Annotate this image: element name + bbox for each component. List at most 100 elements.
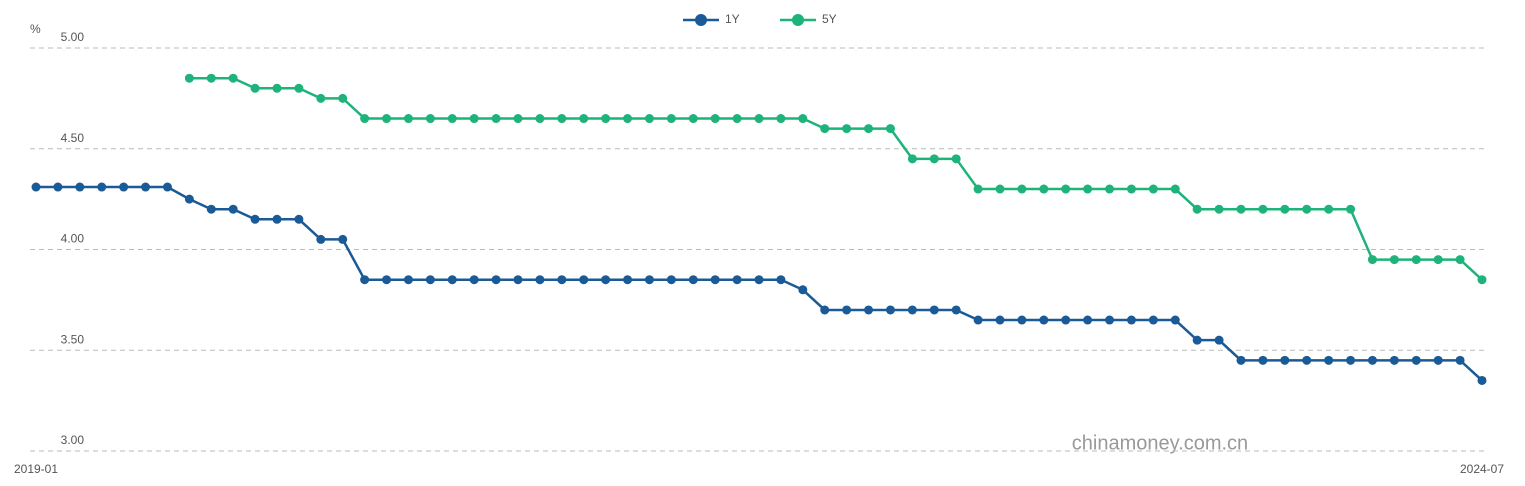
data-point [1389,255,1399,265]
data-point [184,194,194,204]
data-point [360,275,370,285]
data-point [1389,355,1399,365]
y-tick-label: 4.50 [61,131,85,145]
data-point [1324,355,1334,365]
data-point [623,275,633,285]
data-point [798,285,808,295]
data-point [1126,184,1136,194]
legend-label: 1Y [725,12,740,26]
data-point [535,114,545,124]
y-tick-label: 4.00 [61,232,85,246]
data-point [1433,255,1443,265]
data-point [864,124,874,134]
data-point [382,114,392,124]
data-point [951,305,961,315]
data-point [1280,204,1290,214]
data-point [469,275,479,285]
data-point [1367,255,1377,265]
data-point [425,114,435,124]
data-point [1061,315,1071,325]
data-point [973,315,983,325]
data-point [710,275,720,285]
data-point [491,114,501,124]
data-point [1017,315,1027,325]
data-point [53,182,63,192]
data-point [535,275,545,285]
data-point [403,114,413,124]
data-point [1236,355,1246,365]
data-point [1258,204,1268,214]
data-point [316,234,326,244]
data-point [929,305,939,315]
legend-marker [695,14,707,26]
data-point [710,114,720,124]
data-point [228,204,238,214]
data-point [579,275,589,285]
data-point [294,83,304,93]
data-point [1170,184,1180,194]
data-point [272,83,282,93]
data-point [250,214,260,224]
data-point [688,275,698,285]
data-point [601,275,611,285]
data-point [1083,315,1093,325]
data-point [688,114,698,124]
data-point [1411,355,1421,365]
y-tick-label: 5.00 [61,30,85,44]
data-point [1214,335,1224,345]
data-point [951,154,961,164]
data-point [1477,375,1487,385]
data-point [316,93,326,103]
data-point [360,114,370,124]
data-point [1083,184,1093,194]
data-point [447,114,457,124]
data-point [469,114,479,124]
legend-label: 5Y [822,12,837,26]
data-point [1433,355,1443,365]
data-point [1214,204,1224,214]
data-point [557,114,567,124]
data-point [842,124,852,134]
data-point [162,182,172,192]
data-point [228,73,238,83]
data-point [31,182,41,192]
data-point [776,275,786,285]
data-point [141,182,151,192]
data-point [119,182,129,192]
data-point [995,315,1005,325]
data-point [907,305,917,315]
data-point [1302,355,1312,365]
data-point [732,275,742,285]
data-point [513,275,523,285]
data-point [732,114,742,124]
data-point [447,275,457,285]
data-point [1346,204,1356,214]
data-point [644,114,654,124]
data-point [557,275,567,285]
data-point [885,124,895,134]
data-point [1192,204,1202,214]
data-point [973,184,983,194]
data-point [403,275,413,285]
data-point [1455,355,1465,365]
data-point [1126,315,1136,325]
data-point [206,73,216,83]
data-point [75,182,85,192]
data-point [601,114,611,124]
data-point [579,114,589,124]
data-point [995,184,1005,194]
data-point [338,234,348,244]
data-point [272,214,282,224]
data-point [929,154,939,164]
y-tick-label: 3.50 [61,332,85,346]
data-point [1039,315,1049,325]
data-point [1148,184,1158,194]
data-point [1455,255,1465,265]
data-point [1477,275,1487,285]
data-point [820,305,830,315]
data-point [1367,355,1377,365]
data-point [250,83,260,93]
data-point [1017,184,1027,194]
data-point [754,275,764,285]
legend-marker [792,14,804,26]
